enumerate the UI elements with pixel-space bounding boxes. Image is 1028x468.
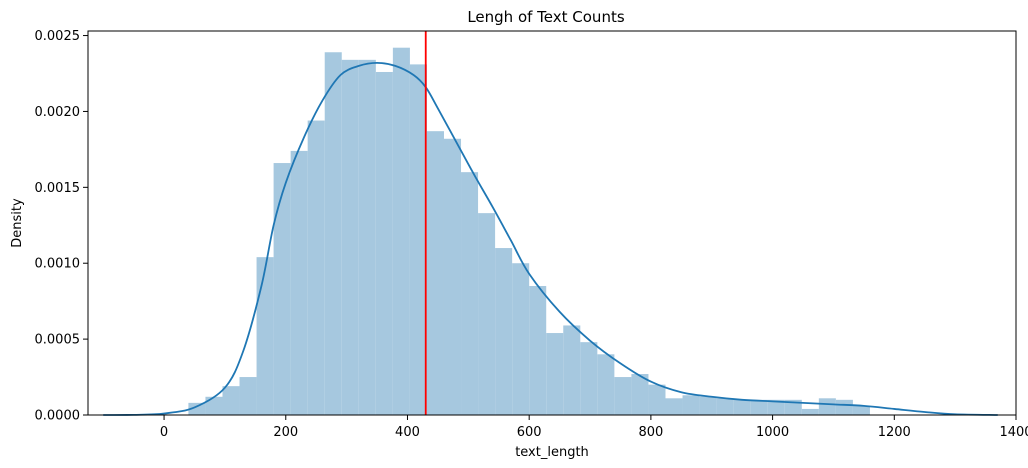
histogram-bar <box>801 408 819 415</box>
histogram-bar <box>733 399 751 415</box>
plot-area <box>103 31 998 416</box>
histogram-bar <box>273 163 291 415</box>
histogram-bar <box>716 398 734 415</box>
histogram-bar <box>597 354 615 415</box>
x-tick-label: 800 <box>638 425 663 440</box>
histogram-bar <box>767 399 785 415</box>
kde-curve <box>103 61 998 416</box>
y-tick-label: 0.0020 <box>35 105 81 120</box>
x-axis-label: text_length <box>515 445 589 460</box>
histogram-bar <box>256 257 274 415</box>
histogram-bar <box>835 399 853 415</box>
x-tick-label: 400 <box>395 425 420 440</box>
x-tick-label: 1000 <box>756 425 789 440</box>
histogram-bars <box>188 47 870 416</box>
histogram-bar <box>188 402 206 415</box>
y-axis-label: Density <box>10 198 25 248</box>
histogram-bar <box>665 398 683 415</box>
y-tick-label: 0.0010 <box>35 257 81 272</box>
histogram-bar <box>784 399 802 415</box>
histogram-bar <box>239 377 257 415</box>
histogram-bar <box>529 285 547 415</box>
histogram-bar <box>648 384 666 415</box>
histogram-bar <box>290 150 308 415</box>
histogram-bar <box>614 377 632 415</box>
histogram-bar <box>852 405 870 415</box>
x-tick-label: 0 <box>160 425 168 440</box>
histogram-bar <box>392 47 410 416</box>
histogram-bar <box>307 120 325 415</box>
y-axis-ticks: 0.0000 0.0005 0.0010 0.0015 0.0020 0.0025 <box>35 29 88 424</box>
histogram-bar <box>631 374 649 415</box>
y-tick-label: 0.0000 <box>35 409 81 424</box>
histogram-bar <box>409 64 427 416</box>
histogram-bar <box>750 399 768 415</box>
y-tick-label: 0.0025 <box>35 29 81 44</box>
histogram-bar <box>682 395 700 415</box>
x-tick-label: 200 <box>273 425 298 440</box>
histogram-bar <box>699 396 717 415</box>
histogram-bar <box>818 398 836 415</box>
x-tick-label: 1200 <box>878 425 911 440</box>
histogram-bar <box>580 342 598 415</box>
histogram-bar <box>563 325 581 415</box>
histogram-bar <box>512 263 530 415</box>
histogram-bar <box>222 386 240 415</box>
axes-frame <box>87 30 1017 416</box>
histogram-bar <box>375 71 393 416</box>
histogram-bar <box>426 131 444 415</box>
y-tick-label: 0.0015 <box>35 181 81 196</box>
histogram-bar <box>205 396 223 415</box>
histogram-bar <box>324 52 342 415</box>
histogram-bar <box>443 138 462 415</box>
histogram-bar <box>546 333 564 415</box>
x-tick-label: 600 <box>517 425 542 440</box>
histogram-bar <box>341 59 359 415</box>
histogram-bar <box>495 248 513 415</box>
histogram-bar <box>478 213 496 415</box>
chart-title: Lengh of Text Counts <box>467 8 625 26</box>
histogram-bar <box>461 172 479 415</box>
histogram-bar <box>358 59 376 415</box>
y-tick-label: 0.0005 <box>35 333 81 348</box>
